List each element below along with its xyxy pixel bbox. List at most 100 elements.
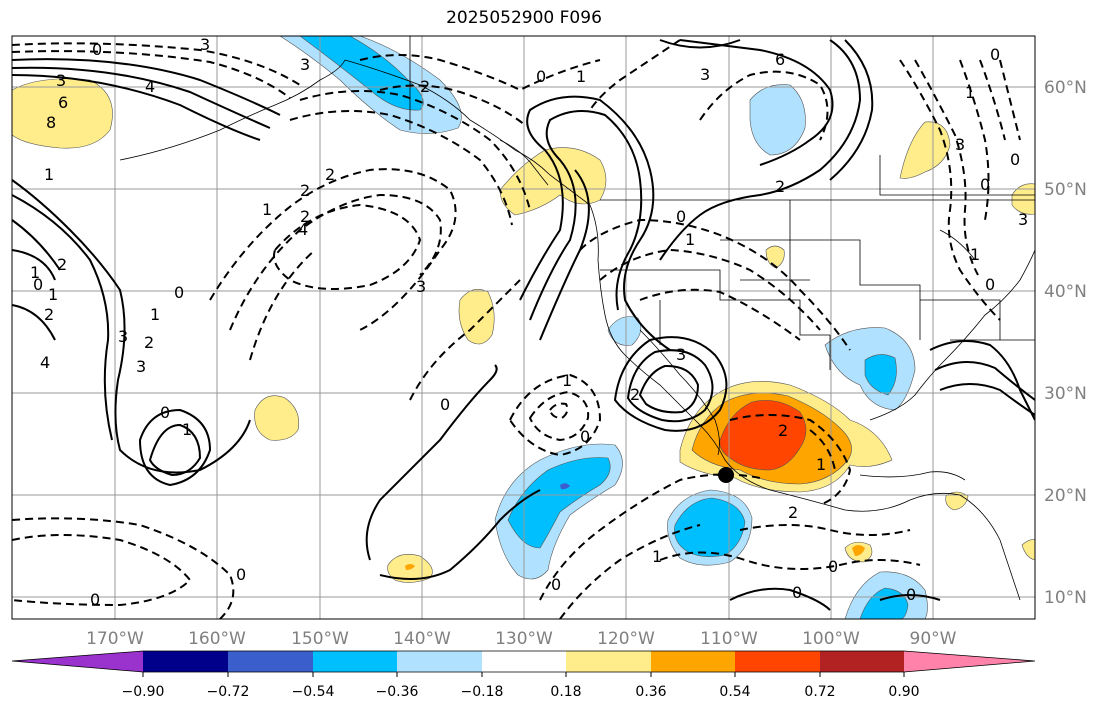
contour-lines-dashed [12, 39, 1021, 619]
colorbar-swatch [313, 651, 397, 672]
contour-label: 0 [92, 40, 102, 59]
colorbar-swatch [651, 651, 735, 672]
shaded-positive-regions [12, 78, 1035, 583]
colorbar-swatch [820, 651, 904, 672]
colorbar-tick-label: 0.18 [550, 684, 581, 700]
contour-label: 0 [990, 45, 1000, 64]
colorbar-tick-label: 0.36 [635, 684, 666, 700]
contour-label: 0 [985, 275, 995, 294]
lon-label: 90°W [910, 629, 957, 649]
coastlines [119, 36, 1035, 601]
lat-label: 20°N [1044, 486, 1087, 506]
contour-label: 0 [440, 395, 450, 414]
contour-label: 3 [1018, 210, 1028, 229]
graticule [12, 36, 1035, 619]
contour-label: 3 [118, 327, 128, 346]
contour-label: 0 [828, 557, 838, 576]
contour-label: 2 [775, 177, 785, 196]
contour-label: 3 [56, 71, 66, 90]
contour-label: 0 [580, 427, 590, 446]
latitude-labels: 60°N 50°N 40°N 30°N 20°N 10°N [1044, 78, 1087, 608]
contour-label: 1 [48, 285, 58, 304]
contour-label: 0 [551, 575, 561, 594]
contour-label: 1 [30, 263, 40, 282]
contour-label: 0 [1010, 150, 1020, 169]
contour-label: 1 [576, 67, 586, 86]
lat-label: 60°N [1044, 78, 1087, 98]
shaded-negative-regions [279, 36, 928, 619]
colorbar-swatch [397, 651, 482, 672]
lat-label: 50°N [1044, 180, 1087, 200]
contour-label: 2 [44, 305, 54, 324]
colorbar-tick-label: 0.72 [804, 684, 835, 700]
lon-label: 160°W [188, 629, 246, 649]
contour-label: 1 [182, 420, 192, 439]
lon-label: 110°W [700, 629, 758, 649]
lat-label: 30°N [1044, 384, 1087, 404]
colorbar-extend-low [12, 651, 143, 672]
contour-label: 2 [778, 421, 788, 440]
colorbar-swatch [566, 651, 651, 672]
storm-center-marker [718, 467, 734, 483]
lon-label: 130°W [495, 629, 553, 649]
contour-label: 3 [676, 345, 686, 364]
contour-label: 6 [775, 50, 785, 69]
colorbar-tick-label: −0.36 [376, 684, 419, 700]
colorbar-tick-label: −0.72 [207, 684, 250, 700]
contour-label: 3 [700, 65, 710, 84]
contour-label: 8 [46, 113, 56, 132]
lon-label: 170°W [86, 629, 144, 649]
contour-label: 0 [536, 67, 546, 86]
contour-label: 0 [980, 175, 990, 194]
lon-label: 120°W [597, 629, 655, 649]
contour-label: 0 [792, 583, 802, 602]
contour-label: 0 [676, 207, 686, 226]
colorbar-tick-label: −0.18 [461, 684, 504, 700]
contour-label: 1 [816, 455, 826, 474]
contour-label: 1 [685, 230, 695, 249]
contour-label: 4 [298, 220, 308, 239]
contour-label: 3 [300, 55, 310, 74]
colorbar-swatch [735, 651, 820, 672]
contour-label: 2 [325, 165, 335, 184]
lon-label: 100°W [802, 629, 860, 649]
colorbar: −0.90 −0.72 −0.54 −0.36 −0.18 0.18 0.36 … [11, 650, 1036, 700]
contour-label: 3 [416, 277, 426, 296]
colorbar-tick-label: 0.90 [888, 684, 919, 700]
contour-label: 1 [150, 305, 160, 324]
contour-label: 1 [970, 245, 980, 264]
contour-label: 6 [58, 93, 68, 112]
contour-label: 2 [57, 255, 67, 274]
contour-label: 3 [200, 35, 210, 54]
colorbar-swatch [143, 651, 228, 672]
contour-label: 1 [562, 371, 572, 390]
contour-label: 3 [136, 357, 146, 376]
map-title: 2025052900 F096 [446, 8, 602, 28]
contour-label: 1 [965, 83, 975, 102]
contour-label: 2 [420, 77, 430, 96]
colorbar-swatch [482, 651, 566, 672]
contour-label: 4 [145, 77, 155, 96]
contour-label: 0 [90, 590, 100, 609]
contour-label: 0 [906, 585, 916, 604]
contour-label: 1 [652, 547, 662, 566]
contour-label: 0 [160, 403, 170, 422]
contour-label: 2 [788, 503, 798, 522]
colorbar-tick-label: −0.90 [122, 684, 165, 700]
colorbar-tick-label: −0.54 [292, 684, 335, 700]
contour-label: 2 [300, 181, 310, 200]
longitude-labels: 170°W 160°W 150°W 140°W 130°W 120°W 110°… [86, 629, 957, 649]
lon-label: 140°W [393, 629, 451, 649]
contour-label: 3 [955, 135, 965, 154]
contour-label-group: 0 3 6 8 4 3 2 1 0 1 2 3 4 0 1 2 3 0 1 2 … [30, 35, 1028, 609]
contour-label: 1 [262, 200, 272, 219]
contour-label: 0 [33, 275, 43, 294]
lat-label: 40°N [1044, 282, 1087, 302]
colorbar-extend-high [904, 651, 1035, 672]
contour-label: 0 [236, 565, 246, 584]
contour-label: 2 [144, 333, 154, 352]
contour-label: 4 [40, 353, 50, 372]
lat-label: 10°N [1044, 588, 1087, 608]
colorbar-tick-label: 0.54 [719, 684, 750, 700]
colorbar-swatch [228, 651, 313, 672]
